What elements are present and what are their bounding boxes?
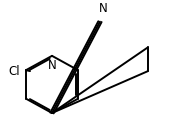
Text: N: N [48,59,56,72]
Text: Cl: Cl [8,65,20,78]
Text: N: N [99,2,107,15]
